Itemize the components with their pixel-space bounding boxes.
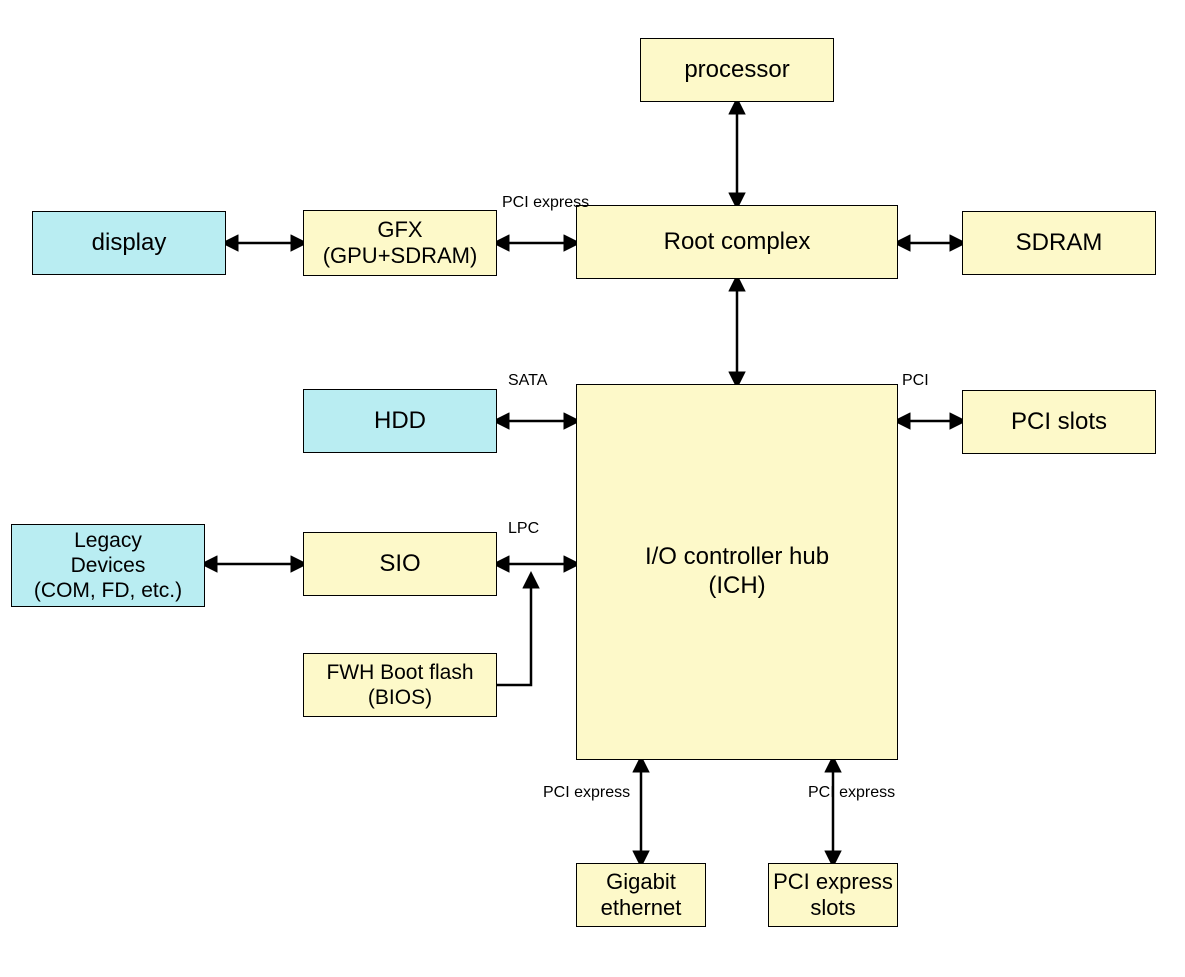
node-gigabit: Gigabit ethernet [576, 863, 706, 927]
edge-fwh-ich [497, 576, 531, 685]
edge-label-ich-gigabit: PCI express [543, 784, 630, 802]
node-sdram: SDRAM [962, 211, 1156, 275]
edge-label-hdd-ich: SATA [508, 372, 547, 390]
node-label-pcislots: PCI slots [1011, 408, 1107, 437]
edge-label-ich-pcie_slots: PCI express [808, 784, 895, 802]
node-label-display: display [92, 229, 167, 258]
node-processor: processor [640, 38, 834, 102]
node-label-hdd: HDD [374, 407, 426, 436]
node-legacy: Legacy Devices (COM, FD, etc.) [11, 524, 205, 607]
node-label-pcie_slots: PCI express slots [773, 869, 893, 922]
edge-label-gfx-root: PCI express [502, 194, 589, 212]
node-ich: I/O controller hub (ICH) [576, 384, 898, 760]
node-pcie_slots: PCI express slots [768, 863, 898, 927]
node-label-fwh: FWH Boot flash (BIOS) [326, 660, 473, 710]
edge-label-sio-ich: LPC [508, 520, 539, 538]
node-label-legacy: Legacy Devices (COM, FD, etc.) [34, 528, 182, 604]
node-label-sio: SIO [379, 550, 420, 579]
node-pcislots: PCI slots [962, 390, 1156, 454]
node-display: display [32, 211, 226, 275]
edge-label-ich-pcislots: PCI [902, 372, 929, 390]
node-gfx: GFX (GPU+SDRAM) [303, 210, 497, 276]
node-sio: SIO [303, 532, 497, 596]
node-label-root: Root complex [664, 228, 811, 257]
node-label-processor: processor [684, 56, 789, 85]
node-fwh: FWH Boot flash (BIOS) [303, 653, 497, 717]
node-label-sdram: SDRAM [1016, 229, 1103, 258]
node-root: Root complex [576, 205, 898, 279]
node-label-gfx: GFX (GPU+SDRAM) [323, 217, 478, 270]
node-label-ich: I/O controller hub (ICH) [645, 543, 829, 601]
node-label-gigabit: Gigabit ethernet [601, 869, 682, 922]
node-hdd: HDD [303, 389, 497, 453]
